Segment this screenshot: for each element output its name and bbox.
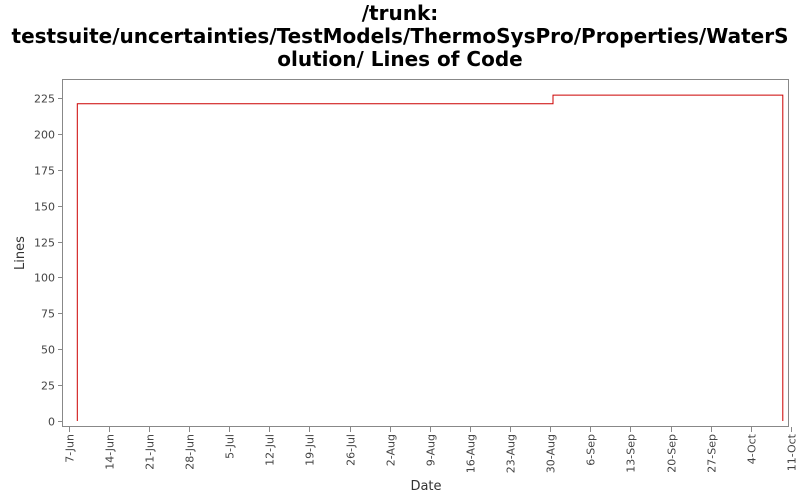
x-tick-label: 7-Jun [64, 434, 77, 463]
x-tick-label: 30-Aug [545, 434, 558, 473]
chart-title: /trunk: testsuite/uncertainties/TestModel… [0, 2, 800, 71]
x-tick-label: 4-Oct [746, 433, 759, 464]
x-tick-label: 12-Jul [264, 434, 277, 466]
y-axis-title: Lines [13, 236, 28, 270]
x-tick-label: 6-Sep [585, 434, 598, 466]
x-tick-label: 2-Aug [385, 434, 398, 466]
series-layer [76, 94, 784, 421]
x-tick-label: 5-Jul [224, 434, 237, 459]
x-axis-title: Date [410, 479, 441, 494]
x-tick-label: 11-Oct [786, 433, 799, 471]
x-tick-label: 26-Jul [345, 434, 358, 466]
x-tick-label: 20-Sep [666, 434, 679, 473]
x-tick-label: 27-Sep [706, 434, 719, 473]
chart-title-line: testsuite/uncertainties/TestModels/Therm… [11, 24, 789, 48]
x-tick-label: 13-Sep [625, 434, 638, 473]
y-tick-label: 125 [34, 237, 55, 250]
y-tick-label: 0 [48, 416, 55, 429]
series-line [76, 94, 784, 421]
y-tick-label: 225 [34, 93, 55, 106]
x-tick-label: 23-Aug [505, 434, 518, 473]
x-tick-label: 9-Aug [425, 434, 438, 466]
y-tick-label: 150 [34, 201, 55, 214]
x-tick-label: 19-Jul [304, 434, 317, 466]
y-tick-label: 75 [41, 308, 55, 321]
y-axis: 0 25 50 75 100 125 150 175 200 225 [34, 93, 63, 429]
x-tick-label: 16-Aug [465, 434, 478, 473]
y-tick-label: 50 [41, 344, 55, 357]
y-tick-label: 200 [34, 129, 55, 142]
chart-title-line: /trunk: [361, 1, 439, 25]
x-axis: 7-Jun 14-Jun 21-Jun 28-Jun 5-Jul 12-Jul 19-Jul… [64, 427, 799, 473]
chart-title-line: olution/ Lines of Code [277, 47, 523, 71]
y-tick-label: 175 [34, 165, 55, 178]
x-tick-label: 14-Jun [104, 434, 117, 470]
y-tick-label: 25 [41, 380, 55, 393]
plot-area [62, 79, 789, 427]
x-tick-label: 28-Jun [184, 434, 197, 470]
x-tick-label: 21-Jun [144, 434, 157, 470]
y-tick-label: 100 [34, 272, 55, 285]
